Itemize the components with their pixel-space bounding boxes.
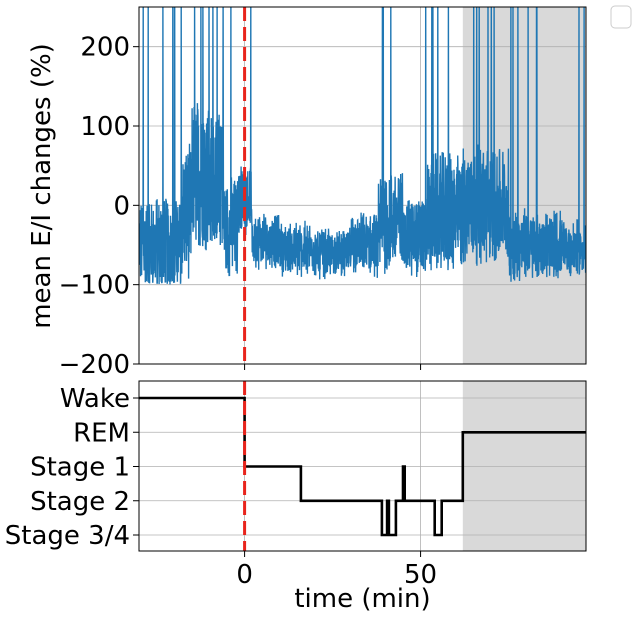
- stage-tick-label: Stage 2: [30, 487, 130, 517]
- stage-tick-label: Wake: [60, 384, 130, 414]
- legend-box: [610, 5, 632, 29]
- y-tick-label: 100: [80, 112, 130, 142]
- x-ticks: 0 50: [236, 551, 437, 590]
- ei-series-path: [139, 7, 586, 285]
- stage-ticks: Wake REM Stage 1 Stage 2 Stage 3/4: [5, 384, 139, 551]
- x-tick-label: 0: [236, 560, 253, 590]
- shaded-region: [462, 381, 586, 551]
- stage-tick-label: Stage 1: [30, 453, 130, 483]
- stage-tick-label: REM: [73, 418, 130, 448]
- y-tick-label: −200: [59, 350, 130, 380]
- sleep-stage-panel: Wake REM Stage 1 Stage 2 Stage 3/4 0 50 time …: [5, 380, 587, 614]
- plot-frame: [138, 6, 587, 365]
- stage-tick-label: Stage 3/4: [5, 521, 130, 551]
- y-tick-label: −100: [59, 271, 130, 301]
- ei-changes-panel: −200 −100 0 100 200 mean E/I changes (%): [27, 6, 587, 380]
- x-axis-label: time (min): [294, 584, 430, 614]
- y-tick-label: 0: [113, 191, 130, 221]
- y-ticks: −200 −100 0 100 200: [59, 33, 422, 380]
- x-tick-label: 50: [404, 560, 437, 590]
- hypnogram-line: [139, 396, 586, 537]
- ei-series-line: [139, 7, 586, 285]
- y-axis-label: mean E/I changes (%): [27, 43, 57, 329]
- y-tick-label: 200: [80, 33, 130, 63]
- hypnogram-path: [139, 396, 586, 537]
